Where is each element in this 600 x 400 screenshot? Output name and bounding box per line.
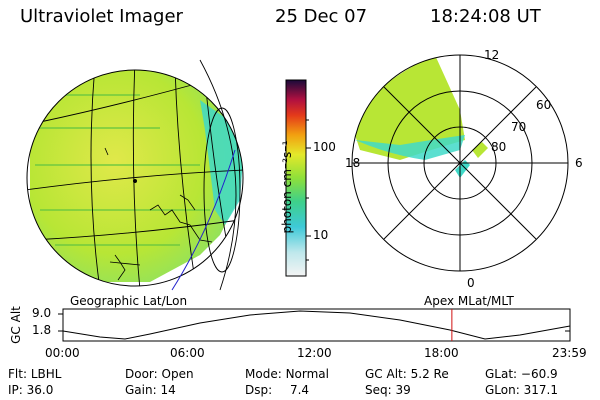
header-time: 18:24:08 UT <box>430 6 541 27</box>
header-title: Ultraviolet Imager <box>20 6 183 27</box>
mode-label: Mode: <box>245 367 282 381</box>
mlt-label-12: 12 <box>484 48 500 62</box>
colorbar-tick-10: 10 <box>313 228 329 242</box>
gain-label: Gain: <box>125 383 157 397</box>
dsp-label: Dsp: <box>245 383 273 397</box>
xtick-0600: 06:00 <box>170 346 205 360</box>
altitude-plot <box>58 308 571 342</box>
dayside-boundary <box>171 149 236 291</box>
apex-caption: Apex MLat/MLT <box>424 294 514 308</box>
gain-value: 14 <box>160 383 176 397</box>
altitude-ylabel: GC Alt <box>9 306 23 344</box>
gcalt-value: 5.2 Re <box>410 367 449 381</box>
mlt-label-6: 6 <box>575 156 583 170</box>
header-date: 25 Dec 07 <box>275 6 368 27</box>
altitude-ytick-top: 9.0 <box>32 306 52 320</box>
door-label: Door: <box>125 367 158 381</box>
glon-value: 317.1 <box>523 383 558 397</box>
altitude-ytick-bottom: 1.8 <box>32 323 52 337</box>
seq-value: 39 <box>395 383 411 397</box>
altitude-curve <box>62 310 571 340</box>
ip-value: 36.0 <box>26 383 54 397</box>
glat-label: GLat: <box>485 367 518 381</box>
colorbar-label: photon cm⁻²s⁻¹ <box>280 140 294 234</box>
geographic-globe <box>26 59 244 291</box>
filter-value: LBHL <box>30 367 62 381</box>
mlat-label-80: 80 <box>491 140 507 154</box>
geographic-caption: Geographic Lat/Lon <box>70 294 188 308</box>
mlt-label-18: 18 <box>345 156 361 170</box>
glat-field: GLat: −60.9 <box>485 367 558 381</box>
subsatellite-point <box>133 179 137 183</box>
gain-field: Gain: 14 <box>125 383 176 397</box>
filter-field: Flt: LBHL <box>8 367 61 381</box>
dsp-value: 7.4 <box>289 383 310 397</box>
gcalt-field: GC Alt: 5.2 Re <box>365 367 449 381</box>
filter-label: Flt: <box>8 367 27 381</box>
mode-value: Normal <box>285 367 329 381</box>
xtick-2359: 23:59 <box>552 346 587 360</box>
gcalt-label: GC Alt: <box>365 367 407 381</box>
ip-label: IP: <box>8 383 23 397</box>
colorbar-tick-100: 100 <box>313 140 336 154</box>
glat-value: −60.9 <box>520 367 558 381</box>
ip-field: IP: 36.0 <box>8 383 53 397</box>
mlat-label-70: 70 <box>511 120 527 134</box>
glon-field: GLon: 317.1 <box>485 383 558 397</box>
door-field: Door: Open <box>125 367 194 381</box>
polar-emission-region <box>352 55 465 160</box>
apex-polar-plot <box>351 54 569 272</box>
xtick-1200: 12:00 <box>297 346 332 360</box>
door-value: Open <box>161 367 194 381</box>
glon-label: GLon: <box>485 383 520 397</box>
xtick-0000: 00:00 <box>45 346 80 360</box>
auroral-emission-region <box>30 70 243 282</box>
seq-field: Seq: 39 <box>365 383 411 397</box>
mlat-label-60: 60 <box>536 98 552 112</box>
color-scale-bar <box>285 79 311 277</box>
xtick-1800: 18:00 <box>424 346 459 360</box>
mlt-label-0: 0 <box>467 276 475 290</box>
seq-label: Seq: <box>365 383 392 397</box>
dsp-field: Dsp: 7.4 <box>245 383 309 397</box>
mode-field: Mode: Normal <box>245 367 329 381</box>
